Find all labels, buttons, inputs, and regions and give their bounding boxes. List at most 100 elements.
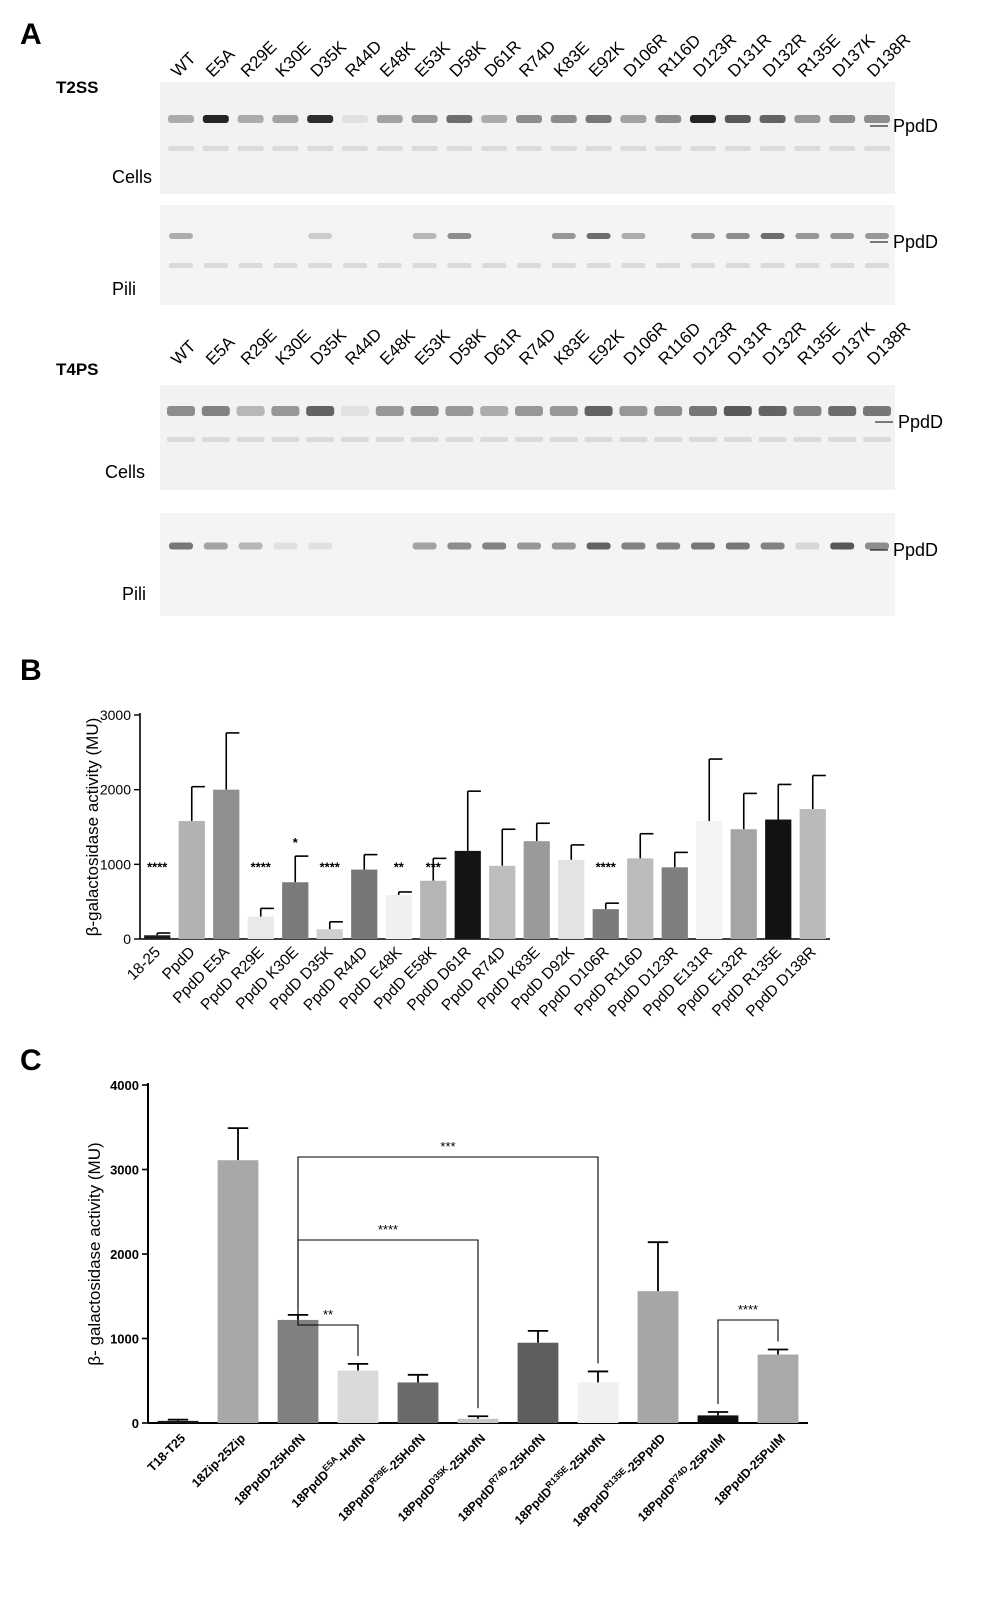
blot-faint-band (656, 263, 681, 268)
blot-band (689, 406, 717, 416)
y-tick-label: 0 (132, 1416, 139, 1431)
bar (697, 1415, 739, 1423)
bar (337, 1370, 379, 1423)
category-label-base: 18PpdD (395, 1481, 438, 1524)
blot-faint-band (550, 146, 577, 151)
blot-band (864, 115, 890, 123)
blot-band (516, 115, 542, 123)
blot-band (306, 406, 335, 416)
blot-faint-band (410, 437, 439, 442)
blot-faint-band (758, 437, 787, 442)
blot-faint-band (690, 146, 716, 151)
significance-bracket (717, 1319, 779, 1405)
t2ss-pili-label: Pili (112, 279, 136, 299)
lane-label: R44D (341, 325, 385, 369)
blot-faint-band (689, 437, 717, 442)
blot-band (308, 233, 333, 239)
blot-band (410, 406, 439, 416)
bar (696, 821, 723, 939)
blot-band (828, 406, 857, 416)
blot-faint-band (447, 263, 472, 268)
bar (454, 850, 481, 939)
blot-band (586, 233, 611, 239)
blot-band (865, 233, 889, 239)
lane-label: R74D (515, 37, 559, 81)
blot-faint-band (169, 263, 193, 268)
lane-label: E48K (376, 326, 419, 369)
bar (385, 894, 412, 939)
significance-label: **** (147, 859, 168, 874)
blot-faint-band (828, 437, 857, 442)
bracket-label: **** (738, 1302, 758, 1317)
blot-band (654, 406, 683, 416)
lane-label: R74D (515, 325, 559, 369)
y-tick-label: 1000 (110, 1332, 139, 1347)
bar (351, 869, 378, 939)
lane-label: D61R (481, 325, 525, 369)
blot-band (795, 233, 820, 239)
blot-faint-band (307, 146, 334, 151)
blot-band (411, 115, 438, 123)
lane-labels-t4ps: WT E5AR29EK30ED35KR44DE48KE53KD58KD61RR74… (167, 318, 914, 369)
blot-faint-band (343, 263, 367, 268)
bar (397, 1382, 439, 1423)
category-label-base: 18PpdD (570, 1487, 613, 1530)
significance-label: **** (320, 859, 341, 874)
blot-faint-band (723, 437, 752, 442)
blot-faint-band (481, 146, 508, 151)
blot-faint-band (411, 146, 438, 151)
bar (637, 1291, 679, 1423)
blot-faint-band (725, 263, 750, 268)
blot-faint-band (480, 437, 509, 442)
lane-labels-t2ss: WT E5AR29EK30ED35KR44DE48KE53KD58KD61RR74… (167, 30, 914, 81)
blot-band (829, 115, 856, 123)
bar (757, 1354, 799, 1423)
bar (420, 880, 447, 939)
significance-label: * (293, 835, 299, 850)
significance-label: ** (394, 859, 405, 874)
blot-faint-band (203, 263, 228, 268)
blot-band (412, 542, 437, 550)
t4ps-pili-membrane (160, 513, 895, 616)
blot-band (691, 233, 715, 239)
bar (730, 829, 757, 939)
blot-band (725, 542, 750, 550)
lane-label: D58K (446, 37, 490, 81)
significance-bracket (297, 1306, 359, 1356)
lane-label: D35K (307, 325, 351, 369)
blot-faint-band (863, 437, 891, 442)
blot-band (447, 233, 472, 239)
lane-label: D58K (446, 325, 490, 369)
blot-band (759, 115, 786, 123)
blot-band (376, 115, 403, 123)
blot-faint-band (308, 263, 333, 268)
blot-faint-band (201, 437, 230, 442)
lane-label: K30E (272, 326, 315, 369)
blot-band (308, 542, 333, 550)
blot-faint-band (306, 437, 335, 442)
t4ps-pili-bands (169, 542, 889, 550)
blot-band (690, 115, 716, 123)
significance-label: **** (251, 859, 272, 874)
blot-band (446, 115, 473, 123)
blot-band (203, 542, 228, 550)
blot-faint-band (271, 437, 300, 442)
bar (523, 841, 550, 939)
blot-faint-band (445, 437, 474, 442)
y-axis-title: β- galactosidase activity (MU) (85, 1142, 104, 1365)
bar (144, 935, 171, 939)
t2ss-pili-ppdd-label: PpdD (893, 232, 938, 252)
blot-band (551, 233, 576, 239)
t2ss-cells-bands (168, 115, 890, 151)
category-label-tail: -25HofN (384, 1431, 428, 1475)
panel-letter-c: C (20, 1044, 42, 1077)
blot-band (549, 406, 578, 416)
blot-band (169, 233, 193, 239)
blot-faint-band (760, 263, 785, 268)
blot-band (515, 406, 543, 416)
panel-letter-a: A (20, 18, 42, 51)
lane-label: E92K (585, 326, 628, 369)
t2ss-pili-membrane (160, 205, 895, 305)
